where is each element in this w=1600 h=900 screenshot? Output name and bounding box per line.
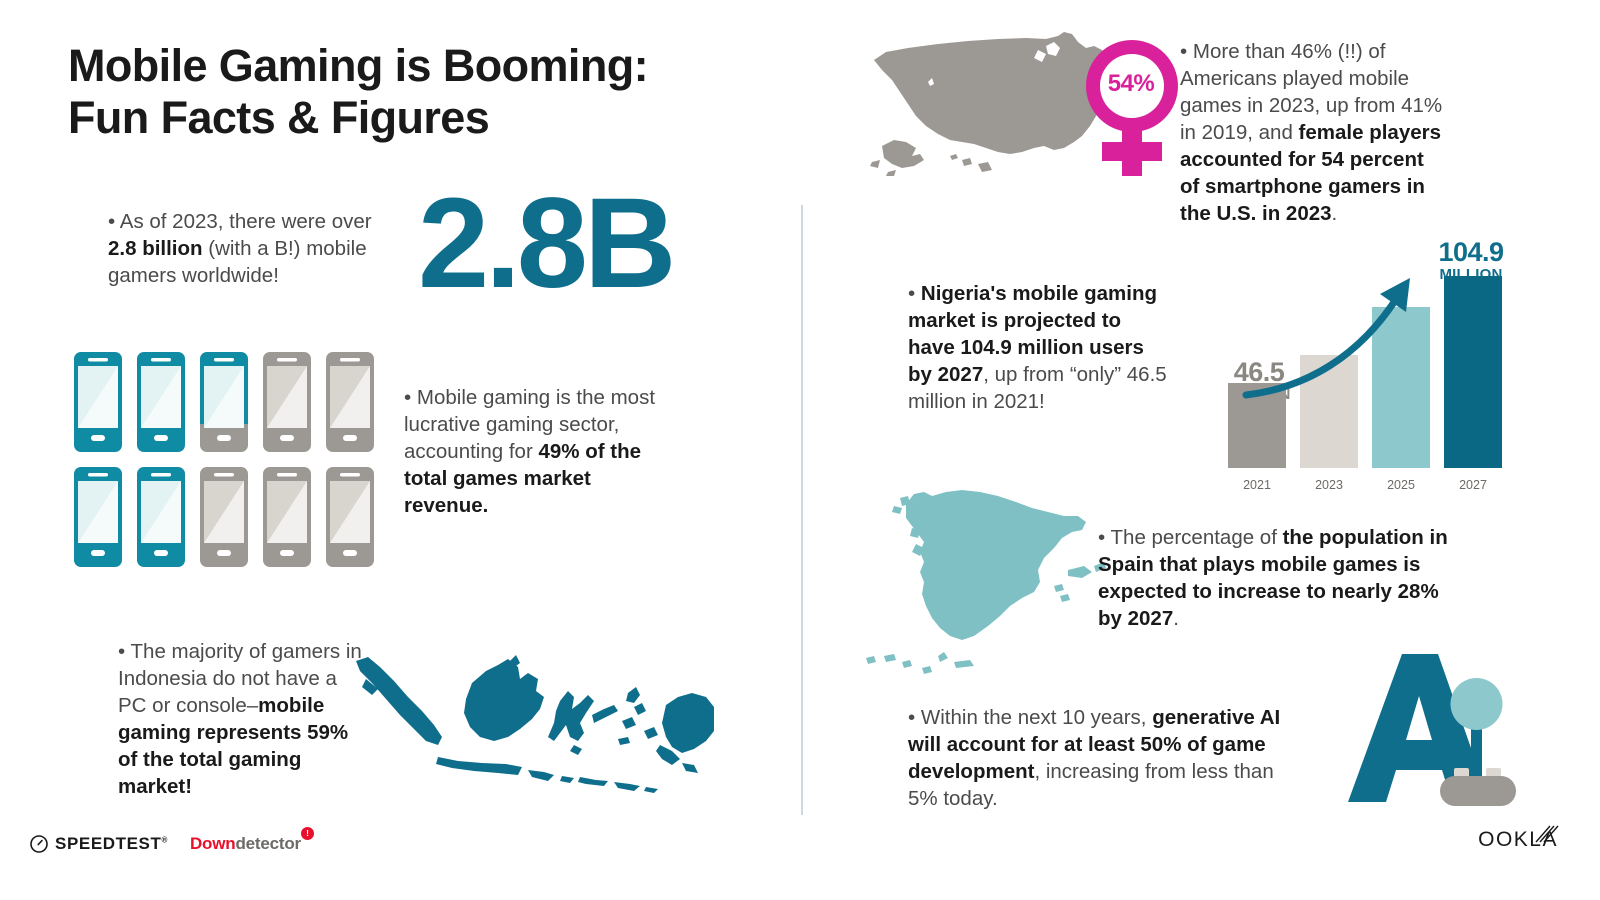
fact-indonesia-pre: The majority of gamers in Indonesia do n…	[118, 640, 362, 718]
fact-spain: • The percentage of the population in Sp…	[1098, 524, 1458, 632]
chart-xtick-2027: 2027	[1459, 478, 1487, 492]
us-map-icon	[868, 30, 1148, 200]
speedometer-icon	[30, 835, 48, 853]
fact-indonesia: • The majority of gamers in Indonesia do…	[118, 638, 370, 800]
speedtest-text: SPEEDTEST	[55, 834, 162, 853]
phone-icon-9	[263, 467, 311, 567]
speedtest-logo: SPEEDTEST®	[30, 834, 168, 854]
footer-brand-logos: SPEEDTEST® Downdetector !	[30, 827, 314, 856]
fact-gamers-pre: As of 2023, there were over	[119, 210, 372, 233]
downdetector-down: Down	[189, 834, 236, 853]
fact-americans-mobile: • More than 46% (!!) of Americans played…	[1180, 38, 1448, 227]
fact-nigeria-post: , up from “only” 46.5 million in 2021!	[908, 363, 1167, 414]
chart-bar-2025	[1372, 307, 1430, 468]
ookla-signal-icon	[1535, 825, 1559, 843]
fact-gamers-worldwide: • As of 2023, there were over 2.8 billio…	[108, 208, 373, 289]
growth-arrow-icon	[1242, 278, 1410, 399]
downdetector-logo: Downdetector !	[189, 827, 314, 854]
chart-xtick-2021: 2021	[1243, 478, 1271, 492]
phone-icon-6	[74, 467, 122, 567]
bullet-icon: •	[118, 640, 126, 663]
phone-icon-4	[263, 352, 311, 452]
chart-bar-2027	[1444, 276, 1502, 468]
fact-nigeria-bold: Nigeria's mobile gaming market is projec…	[908, 282, 1158, 387]
fact-gamers-post: (with a B!) mobile gamers worldwide!	[108, 237, 367, 288]
speedtest-trademark: ®	[161, 835, 168, 845]
fact-market-revenue: • Mobile gaming is the most lucrative ga…	[404, 384, 676, 519]
bullet-icon: •	[1180, 40, 1188, 63]
page-title: Mobile Gaming is Booming: Fun Facts & Fi…	[68, 40, 768, 144]
phone-icon-3-partial	[200, 352, 248, 452]
chart-bar-2021	[1228, 383, 1286, 468]
fact-spain-bold: the population in Spain that plays mobil…	[1098, 526, 1448, 631]
fact-ai-pre: Within the next 10 years,	[920, 706, 1153, 729]
ookla-text: OOKLA	[1478, 828, 1558, 851]
fact-nigeria: • Nigeria's mobile gaming market is proj…	[908, 280, 1168, 415]
phone-grid	[74, 352, 374, 570]
chart-xtick-2025: 2025	[1387, 478, 1415, 492]
ookla-logo: OOKLA	[1478, 825, 1559, 852]
fact-gamers-bold: 2.8 billion	[108, 237, 203, 261]
nigeria-users-bar-chart: 46.5 MILLION 104.9 MILLION 2021 2023 202…	[1210, 238, 1510, 496]
downdetector-detector: detector	[235, 834, 301, 853]
bullet-icon: •	[1098, 526, 1106, 549]
chart-label-first-value: 46.5	[1233, 357, 1285, 387]
female-percent-label: 54%	[1107, 70, 1155, 97]
fact-revenue-bold: 49% of the total games market revenue.	[404, 440, 642, 518]
big-stat-2-8b: 2.8B	[418, 172, 676, 315]
fact-ai-post: , increasing from less than 5% today.	[908, 760, 1274, 811]
speedtest-wordmark: SPEEDTEST®	[55, 834, 168, 854]
chart-xtick-2023: 2023	[1315, 478, 1343, 492]
phone-icon-8	[200, 467, 248, 567]
fact-americans-bold: female players accounted for 54 percent …	[1180, 121, 1441, 226]
bullet-icon: •	[908, 706, 916, 729]
phone-icon-1	[74, 352, 122, 452]
title-line-2: Fun Facts & Figures	[68, 92, 490, 144]
fact-spain-pre: The percentage of	[1110, 526, 1283, 549]
ookla-wordmark: OOKLA	[1478, 825, 1559, 852]
fact-revenue-pre: Mobile gaming is the most lucrative gami…	[404, 386, 656, 464]
ai-joystick-icon	[1340, 648, 1520, 808]
column-divider	[801, 205, 803, 815]
phone-icon-7	[137, 467, 185, 567]
chart-label-last-value: 104.9	[1438, 237, 1504, 267]
spain-map-icon	[862, 472, 1120, 690]
title-line-1: Mobile Gaming is Booming:	[68, 40, 649, 91]
indonesia-map-icon	[322, 645, 714, 797]
bullet-icon: •	[108, 210, 116, 233]
fact-americans-pre: More than 46% (!!) of Americans played m…	[1180, 40, 1443, 145]
downdetector-badge-icon: !	[300, 827, 314, 840]
fact-generative-ai: • Within the next 10 years, generative A…	[908, 704, 1298, 812]
fact-ai-bold: generative AI will account for at least …	[908, 706, 1281, 784]
phone-icon-10	[326, 467, 374, 567]
bullet-icon: •	[908, 282, 916, 305]
bullet-icon: •	[404, 386, 412, 409]
phone-icon-5	[326, 352, 374, 452]
female-symbol-icon	[1086, 40, 1178, 178]
phone-icon-2	[137, 352, 185, 452]
fact-americans-post: .	[1331, 202, 1338, 226]
fact-indonesia-bold: mobile gaming represents 59% of the tota…	[118, 694, 349, 799]
fact-spain-post: .	[1173, 607, 1179, 631]
